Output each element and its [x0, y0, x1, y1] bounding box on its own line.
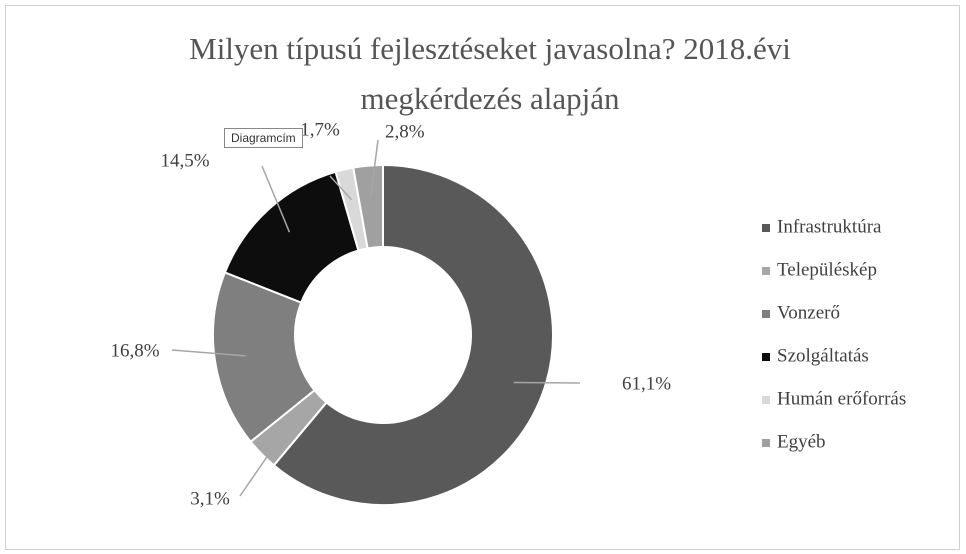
- tooltip: Diagramcím: [224, 128, 303, 148]
- donut-segment: [212, 271, 316, 444]
- legend-label: Szolgáltatás: [777, 345, 869, 366]
- legend-marker: [762, 310, 770, 318]
- chart-frame: [5, 5, 960, 550]
- legend-marker: [762, 439, 770, 447]
- data-label: 1,7%: [300, 119, 340, 140]
- legend-marker: [762, 396, 770, 404]
- data-label: 2,8%: [385, 121, 425, 142]
- legend-label: Egyéb: [777, 431, 826, 452]
- leader-line: [171, 349, 246, 357]
- legend-marker: [762, 267, 770, 275]
- donut-segment: [352, 163, 384, 250]
- legend-marker: [762, 224, 770, 232]
- legend-label: Infrastruktúra: [777, 216, 882, 237]
- leader-line: [329, 175, 352, 201]
- leader-line: [239, 431, 285, 497]
- leader-line: [370, 139, 379, 197]
- leader-line: [261, 165, 291, 233]
- legend-label: Településkép: [777, 259, 877, 280]
- data-label: 16,8%: [110, 340, 159, 361]
- donut-segment: [272, 163, 554, 506]
- data-label: 3,1%: [190, 488, 230, 509]
- leader-line: [513, 381, 581, 384]
- legend-marker: [762, 353, 770, 361]
- data-label: 14,5%: [160, 150, 209, 171]
- chart-title: Milyen típusú fejlesztéseket javasolna? …: [189, 31, 791, 116]
- data-label: 61,1%: [622, 373, 671, 394]
- legend-label: Humán erőforrás: [777, 388, 906, 409]
- legend-label: Vonzerő: [777, 302, 840, 323]
